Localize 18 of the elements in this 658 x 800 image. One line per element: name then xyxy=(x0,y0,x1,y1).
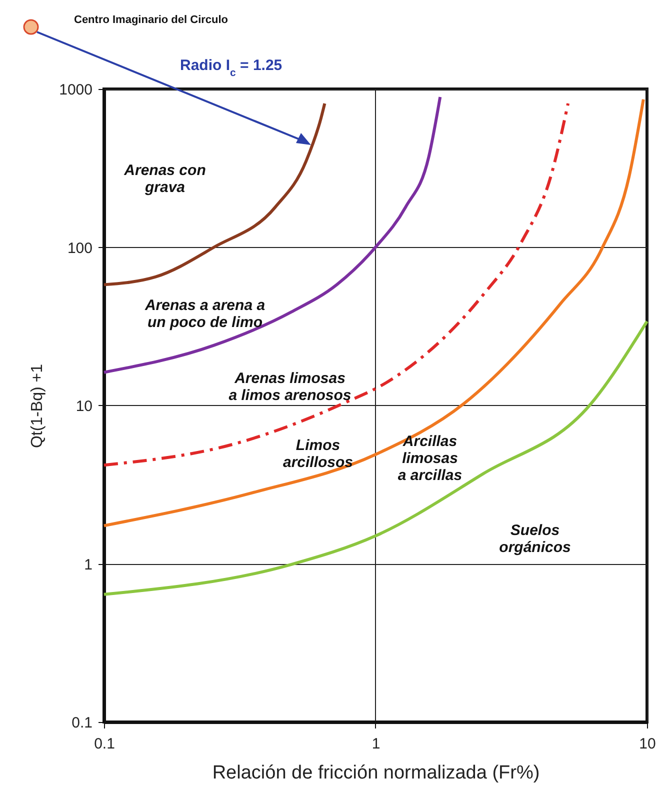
annotation: Arcillas limosas a arcillas xyxy=(398,433,462,484)
y-tick-label: 1 xyxy=(84,556,92,574)
annotation: Suelos orgánicos xyxy=(499,522,571,556)
y-tick-label: 1000 xyxy=(59,82,92,98)
annotation: Arenas con grava xyxy=(123,162,206,196)
y-axis-title: Qt(1-Bq) +1 xyxy=(29,364,46,448)
y-tick-label: 100 xyxy=(67,240,92,257)
x-tick-label: 10 xyxy=(639,736,656,752)
x-tick-label: 1 xyxy=(372,736,380,752)
text: Radio I$_{c}$ = 1.25 xyxy=(180,57,282,79)
y-tick-label: 10 xyxy=(76,398,92,415)
annotation: Arenas a arena a un poco de limo xyxy=(144,297,266,331)
annotation: Limos arcillosos xyxy=(282,437,354,471)
x-tick-label: 0.1 xyxy=(94,736,115,752)
annotation: Arenas limosas a limos arenosos xyxy=(228,370,352,404)
x-axis-title: Relación de fricción normalizada (Fr%) xyxy=(212,762,540,784)
text: Centro Imaginario del Circulo xyxy=(74,14,228,26)
y-tick-label: 0.1 xyxy=(72,714,92,732)
